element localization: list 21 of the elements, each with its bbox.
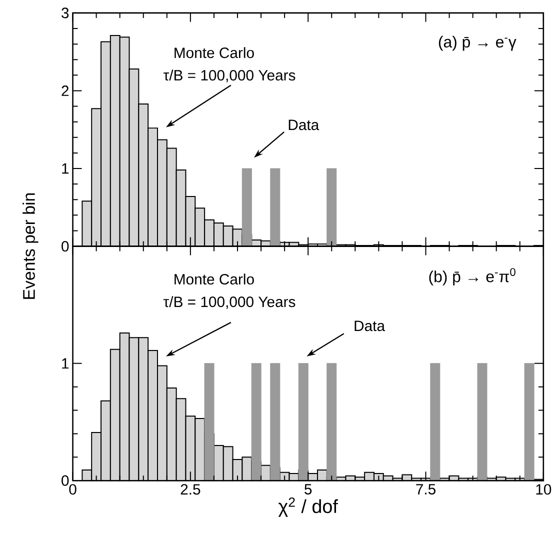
x-tick-label: 0 (69, 484, 76, 494)
x-axis-title: χ$^{2}$ / dof (278, 497, 338, 517)
y-tick-label: 1 (62, 163, 69, 174)
annotation: τ/B = 100,000 Years (163, 69, 296, 82)
y-tick-label: 0 (62, 475, 69, 486)
x-tick-label: 7.5 (416, 484, 436, 494)
y-tick-label: 0 (62, 240, 69, 252)
annotation: Data (288, 120, 320, 130)
annotation: Data (354, 320, 386, 331)
annotation: Monte Carlo (174, 273, 254, 284)
x-tick-label: 2.5 (180, 484, 200, 494)
annotation: τ/B = 100,000 Years (163, 296, 296, 309)
y-tick-label: 2 (62, 85, 69, 96)
y-tick-label: 1 (62, 358, 69, 368)
y-tick-label: 3 (62, 7, 69, 18)
text: (a) p̄ → e$^{-}$γ (438, 36, 516, 50)
x-tick-label: 10 (536, 484, 552, 494)
x-tick-label: 5 (304, 484, 312, 494)
y-axis-title: Events per bin (22, 193, 38, 299)
annotation: Monte Carlo (174, 46, 254, 58)
text: (b) p̄ → e$^{-}$π$^{0}$ (429, 268, 516, 286)
